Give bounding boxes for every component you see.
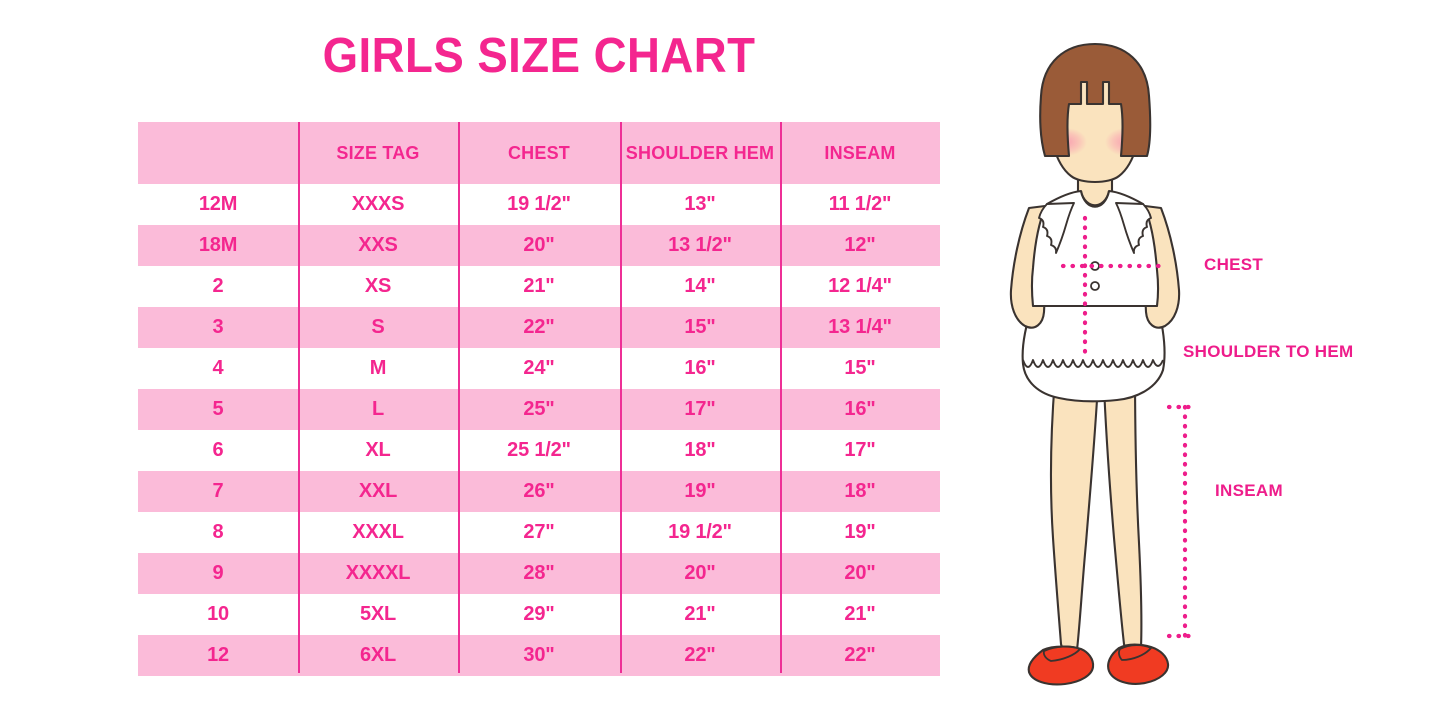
table-row: 18M XXS 20" 13 1/2" 12" — [138, 225, 940, 266]
cell-inseam: 21" — [780, 594, 940, 635]
cell-chest: 20" — [458, 225, 620, 266]
table-row: 10 5XL 29" 21" 21" — [138, 594, 940, 635]
cell-chest: 29" — [458, 594, 620, 635]
column-header-shoulder-hem: SHOULDER HEM — [620, 122, 780, 184]
cell-inseam: 18" — [780, 471, 940, 512]
cell-size: 3 — [138, 307, 298, 348]
cell-shoulder-hem: 13" — [620, 184, 780, 225]
cell-shoulder-hem: 19 1/2" — [620, 512, 780, 553]
cell-size: 8 — [138, 512, 298, 553]
cell-size-tag: 5XL — [298, 594, 458, 635]
cell-size-tag: XXS — [298, 225, 458, 266]
legs-group — [1049, 354, 1143, 655]
column-divider — [620, 122, 622, 673]
cell-shoulder-hem: 19" — [620, 471, 780, 512]
cell-size: 2 — [138, 266, 298, 307]
table-row: 6 XL 25 1/2" 18" 17" — [138, 430, 940, 471]
cell-chest: 26" — [458, 471, 620, 512]
callout-inseam: INSEAM — [1215, 481, 1283, 500]
cell-chest: 19 1/2" — [458, 184, 620, 225]
cell-size: 9 — [138, 553, 298, 594]
cell-inseam: 15" — [780, 348, 940, 389]
cell-size: 5 — [138, 389, 298, 430]
table-row: 9 XXXXL 28" 20" 20" — [138, 553, 940, 594]
cell-size: 7 — [138, 471, 298, 512]
column-divider — [458, 122, 460, 673]
cell-size-tag: L — [298, 389, 458, 430]
table-row: 12M XXXS 19 1/2" 13" 11 1/2" — [138, 184, 940, 225]
table-row: 7 XXL 26" 19" 18" — [138, 471, 940, 512]
column-header-chest: CHEST — [458, 122, 620, 184]
figure-group — [1009, 42, 1200, 686]
cell-inseam: 13 1/4" — [780, 307, 940, 348]
column-header-size — [138, 122, 298, 184]
cell-size: 18M — [138, 225, 298, 266]
table-row: 4 M 24" 16" 15" — [138, 348, 940, 389]
head-group — [1039, 42, 1152, 184]
callout-shoulder-to-hem: SHOULDER TO HEM — [1183, 342, 1354, 361]
shoes-group — [1027, 643, 1170, 686]
cell-inseam: 20" — [780, 553, 940, 594]
skirt-group — [1021, 301, 1166, 403]
column-divider — [780, 122, 782, 673]
cell-inseam: 11 1/2" — [780, 184, 940, 225]
cell-size-tag: XXXS — [298, 184, 458, 225]
table-row: 2 XS 21" 14" 12 1/4" — [138, 266, 940, 307]
page-title: GIRLS SIZE CHART — [322, 29, 756, 83]
cell-chest: 28" — [458, 553, 620, 594]
cell-shoulder-hem: 16" — [620, 348, 780, 389]
table-row: 8 XXXL 27" 19 1/2" 19" — [138, 512, 940, 553]
size-chart-body: 12M XXXS 19 1/2" 13" 11 1/2" 18M XXS 20" 13 1/2… — [138, 184, 940, 676]
cell-inseam: 16" — [780, 389, 940, 430]
cell-size-tag: M — [298, 348, 458, 389]
cell-size-tag: S — [298, 307, 458, 348]
cell-size: 4 — [138, 348, 298, 389]
cell-size-tag: XS — [298, 266, 458, 307]
table-row: 3 S 22" 15" 13 1/4" — [138, 307, 940, 348]
cell-chest: 25 1/2" — [458, 430, 620, 471]
column-header-inseam: INSEAM — [780, 122, 940, 184]
top-garment — [1030, 189, 1160, 308]
cell-shoulder-hem: 22" — [620, 635, 780, 676]
table-header-row: SIZE TAG CHEST SHOULDER HEM INSEAM — [138, 122, 940, 184]
cell-shoulder-hem: 18" — [620, 430, 780, 471]
cell-inseam: 12 1/4" — [780, 266, 940, 307]
girl-model-illustration — [985, 38, 1235, 708]
cell-chest: 25" — [458, 389, 620, 430]
cell-shoulder-hem: 20" — [620, 553, 780, 594]
cell-size-tag: XXXXL — [298, 553, 458, 594]
cell-shoulder-hem: 17" — [620, 389, 780, 430]
cell-size-tag: 6XL — [298, 635, 458, 676]
cell-chest: 22" — [458, 307, 620, 348]
table-row: 5 L 25" 17" 16" — [138, 389, 940, 430]
button-icon — [1090, 281, 1100, 291]
cell-size: 6 — [138, 430, 298, 471]
cell-chest: 24" — [458, 348, 620, 389]
cell-inseam: 19" — [780, 512, 940, 553]
cell-size-tag: XXL — [298, 471, 458, 512]
table-row: 12 6XL 30" 22" 22" — [138, 635, 940, 676]
measurement-guides — [1060, 215, 1200, 639]
cell-chest: 27" — [458, 512, 620, 553]
cell-inseam: 17" — [780, 430, 940, 471]
cell-inseam: 22" — [780, 635, 940, 676]
callout-chest: CHEST — [1204, 255, 1264, 274]
cell-size-tag: XXXL — [298, 512, 458, 553]
cell-chest: 30" — [458, 635, 620, 676]
cell-inseam: 12" — [780, 225, 940, 266]
cell-chest: 21" — [458, 266, 620, 307]
size-chart-table: SIZE TAG CHEST SHOULDER HEM INSEAM 12M XX… — [138, 122, 940, 676]
cell-shoulder-hem: 21" — [620, 594, 780, 635]
cell-size: 10 — [138, 594, 298, 635]
cell-shoulder-hem: 13 1/2" — [620, 225, 780, 266]
cell-size-tag: XL — [298, 430, 458, 471]
cell-shoulder-hem: 15" — [620, 307, 780, 348]
column-divider — [298, 122, 300, 673]
column-header-size-tag: SIZE TAG — [298, 122, 458, 184]
cell-size: 12M — [138, 184, 298, 225]
cell-shoulder-hem: 14" — [620, 266, 780, 307]
cell-size: 12 — [138, 635, 298, 676]
